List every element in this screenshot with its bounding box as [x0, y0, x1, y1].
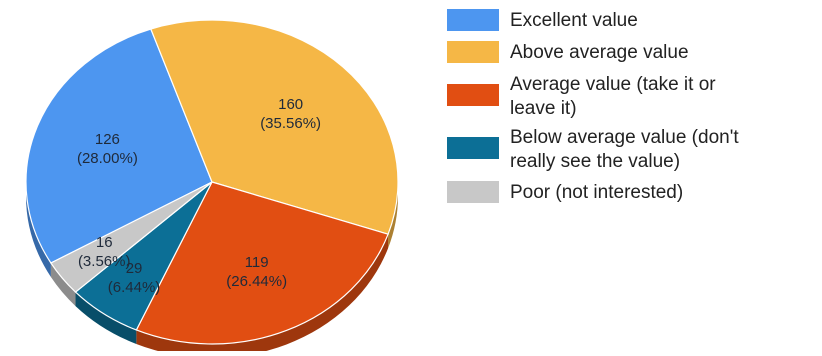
pie-side-segment [388, 182, 398, 249]
slice-value-label: 119 [245, 254, 269, 271]
legend-item: Excellent value [447, 9, 638, 31]
legend-label: Below average value (don't [510, 127, 739, 148]
slice-value-label: 16 [96, 234, 113, 251]
pie-side-segment [136, 234, 389, 356]
pie-slice-labels: 126 (28.00%) 160 (35.56%) 119 (26.44%) 29 (6.44… [77, 96, 321, 296]
pie-side-segment [50, 263, 76, 307]
legend-swatch [447, 84, 499, 106]
slice-value-label: 29 [126, 260, 143, 277]
pie-slice-4 [50, 181, 213, 293]
slice-percent-label: (35.56%) [260, 115, 321, 132]
legend-item: Poor (not interested) [447, 181, 683, 203]
pie-slice-1 [150, 19, 399, 235]
legend-swatch [447, 9, 499, 31]
legend-swatch [447, 137, 499, 159]
legend-swatch [447, 41, 499, 63]
legend-label: Excellent value [510, 10, 638, 31]
slice-percent-label: (6.44%) [108, 279, 161, 296]
pie-slice-2 [135, 181, 389, 345]
legend-label: Above average value [510, 42, 689, 63]
pie-top-face [25, 19, 399, 345]
legend-label: Average value (take it or [510, 74, 716, 95]
legend-label: leave it) [510, 98, 577, 119]
legend: Excellent value Above average value Averag… [447, 9, 739, 203]
legend-item: Below average value (don't really see the… [447, 127, 739, 172]
legend-label: Poor (not interested) [510, 182, 683, 203]
legend-item: Above average value [447, 41, 689, 63]
slice-value-label: 126 [95, 131, 120, 148]
pie-slice-0 [25, 28, 213, 264]
slice-percent-label: (28.00%) [77, 150, 138, 167]
slice-value-label: 160 [278, 96, 303, 113]
legend-swatch [447, 181, 499, 203]
slice-percent-label: (3.56%) [78, 253, 131, 270]
legend-label: really see the value) [510, 151, 680, 172]
slice-percent-label: (26.44%) [226, 273, 287, 290]
legend-item: Average value (take it or leave it) [447, 74, 716, 119]
